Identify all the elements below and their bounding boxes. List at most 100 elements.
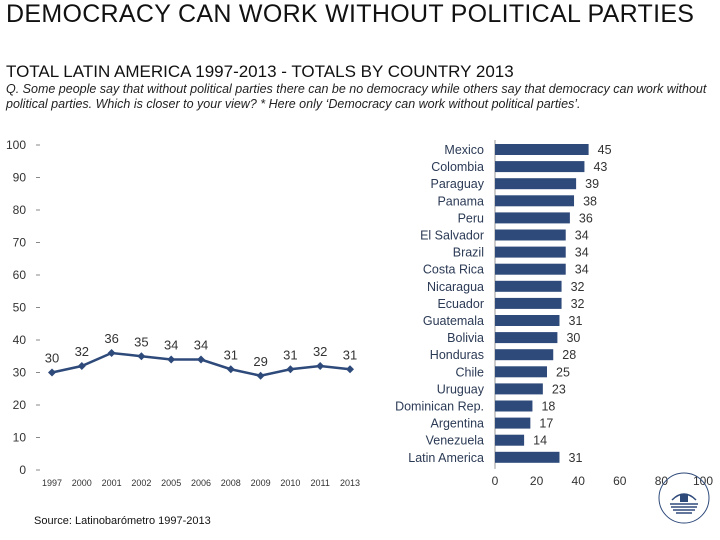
- data-point: [226, 365, 235, 374]
- bar-value-label: 39: [585, 177, 599, 191]
- bar: [495, 383, 543, 395]
- y-tick-label: 80: [13, 203, 27, 217]
- data-point: [167, 355, 176, 364]
- data-point: [48, 368, 56, 377]
- data-label: 31: [283, 347, 297, 362]
- x-tick-label: 2005: [161, 478, 181, 488]
- bar-value-label: 34: [575, 263, 589, 277]
- x-tick-label: 2006: [191, 478, 211, 488]
- x-tick-label: 1997: [42, 478, 62, 488]
- y-tick-label: 50: [13, 301, 27, 315]
- bar: [495, 366, 547, 378]
- bar-x-tick-label: 0: [492, 474, 499, 488]
- x-tick-label: 2009: [251, 478, 271, 488]
- bar: [495, 451, 560, 463]
- data-label: 34: [194, 338, 208, 353]
- data-point: [286, 365, 295, 374]
- x-tick-label: 2013: [340, 478, 360, 488]
- y-tick-label: 60: [13, 268, 27, 282]
- bar-x-tick-label: 80: [655, 474, 669, 488]
- bar-value-label: 34: [575, 246, 589, 260]
- data-label: 29: [253, 354, 267, 369]
- data-label: 35: [134, 334, 148, 349]
- bar-x-tick-label: 20: [530, 474, 544, 488]
- y-tick-label: 100: [6, 138, 26, 152]
- data-point: [137, 352, 146, 361]
- bar-value-label: 14: [533, 434, 547, 448]
- bar-category-label: Brazil: [453, 246, 484, 260]
- bar-category-label: Peru: [458, 211, 484, 225]
- page-title: DEMOCRACY CAN WORK WITHOUT POLITICAL PAR…: [6, 0, 695, 28]
- bar-value-label: 32: [571, 297, 585, 311]
- source-note: Source: Latinobarómetro 1997-2013: [34, 515, 211, 527]
- bar-category-label: Uruguay: [437, 382, 485, 396]
- data-point: [346, 365, 354, 374]
- page-subtitle: TOTAL LATIN AMERICA 1997-2013 - TOTALS B…: [6, 62, 514, 81]
- bar-value-label: 18: [541, 400, 555, 414]
- data-point: [316, 362, 325, 370]
- bar: [495, 417, 531, 429]
- survey-question: Q. Some people say that without politica…: [6, 82, 707, 111]
- bar-x-tick-label: 40: [572, 474, 586, 488]
- bar-category-label: Honduras: [430, 348, 484, 362]
- bar: [495, 434, 525, 446]
- data-label: 31: [224, 347, 238, 362]
- data-label: 36: [104, 331, 118, 346]
- bar: [495, 263, 566, 275]
- bar-category-label: Venezuela: [426, 434, 484, 448]
- bar-value-label: 43: [593, 160, 607, 174]
- data-label: 30: [45, 351, 59, 366]
- x-tick-label: 2000: [72, 478, 92, 488]
- bar: [495, 212, 570, 224]
- data-label: 31: [343, 347, 357, 362]
- bar: [495, 332, 558, 344]
- bar: [495, 400, 533, 412]
- bar-value-label: 25: [556, 365, 570, 379]
- bar: [495, 280, 562, 292]
- bar: [495, 246, 566, 258]
- y-tick-label: 20: [13, 398, 27, 412]
- x-tick-label: 2011: [311, 478, 330, 488]
- latinobarometro-logo-icon: [658, 472, 710, 524]
- bar-value-label: 30: [566, 331, 580, 345]
- bar-value-label: 45: [598, 143, 612, 157]
- data-point: [256, 371, 265, 380]
- x-tick-label: 2001: [102, 478, 122, 488]
- bar: [495, 229, 566, 241]
- bar-value-label: 31: [569, 314, 583, 328]
- bar: [495, 161, 585, 173]
- bar-category-label: Latin America: [408, 451, 484, 465]
- bar-value-label: 38: [583, 194, 597, 208]
- bar-category-label: Nicaragua: [427, 280, 484, 294]
- bar-category-label: El Salvador: [420, 229, 484, 243]
- bar-category-label: Panama: [437, 194, 484, 208]
- bar-value-label: 31: [569, 451, 583, 465]
- bar-value-label: 34: [575, 229, 589, 243]
- bar: [495, 315, 560, 326]
- bar-value-label: 32: [571, 280, 585, 294]
- data-point: [107, 349, 116, 357]
- bar-category-label: Paraguay: [430, 177, 484, 191]
- x-tick-label: 2010: [280, 478, 300, 488]
- bar-category-label: Argentina: [430, 417, 484, 431]
- bar-value-label: 36: [579, 211, 593, 225]
- y-tick-label: 30: [13, 366, 27, 380]
- y-tick-label: 40: [13, 333, 27, 347]
- bar-category-label: Bolivia: [447, 331, 484, 345]
- y-tick-label: 0: [19, 463, 26, 477]
- bar-category-label: Guatemala: [423, 314, 484, 328]
- bar-category-label: Chile: [456, 365, 485, 379]
- bar: [495, 144, 589, 155]
- bar-category-label: Mexico: [444, 143, 484, 157]
- bar-value-label: 23: [552, 382, 566, 396]
- data-point: [77, 362, 86, 370]
- bar-category-label: Costa Rica: [423, 263, 484, 277]
- bar-value-label: 17: [539, 417, 553, 431]
- data-label: 32: [313, 344, 327, 359]
- bar: [495, 178, 577, 190]
- x-tick-label: 2008: [221, 478, 241, 488]
- data-label: 32: [75, 344, 89, 359]
- bar-category-label: Ecuador: [437, 297, 484, 311]
- bar-x-tick-label: 60: [613, 474, 627, 488]
